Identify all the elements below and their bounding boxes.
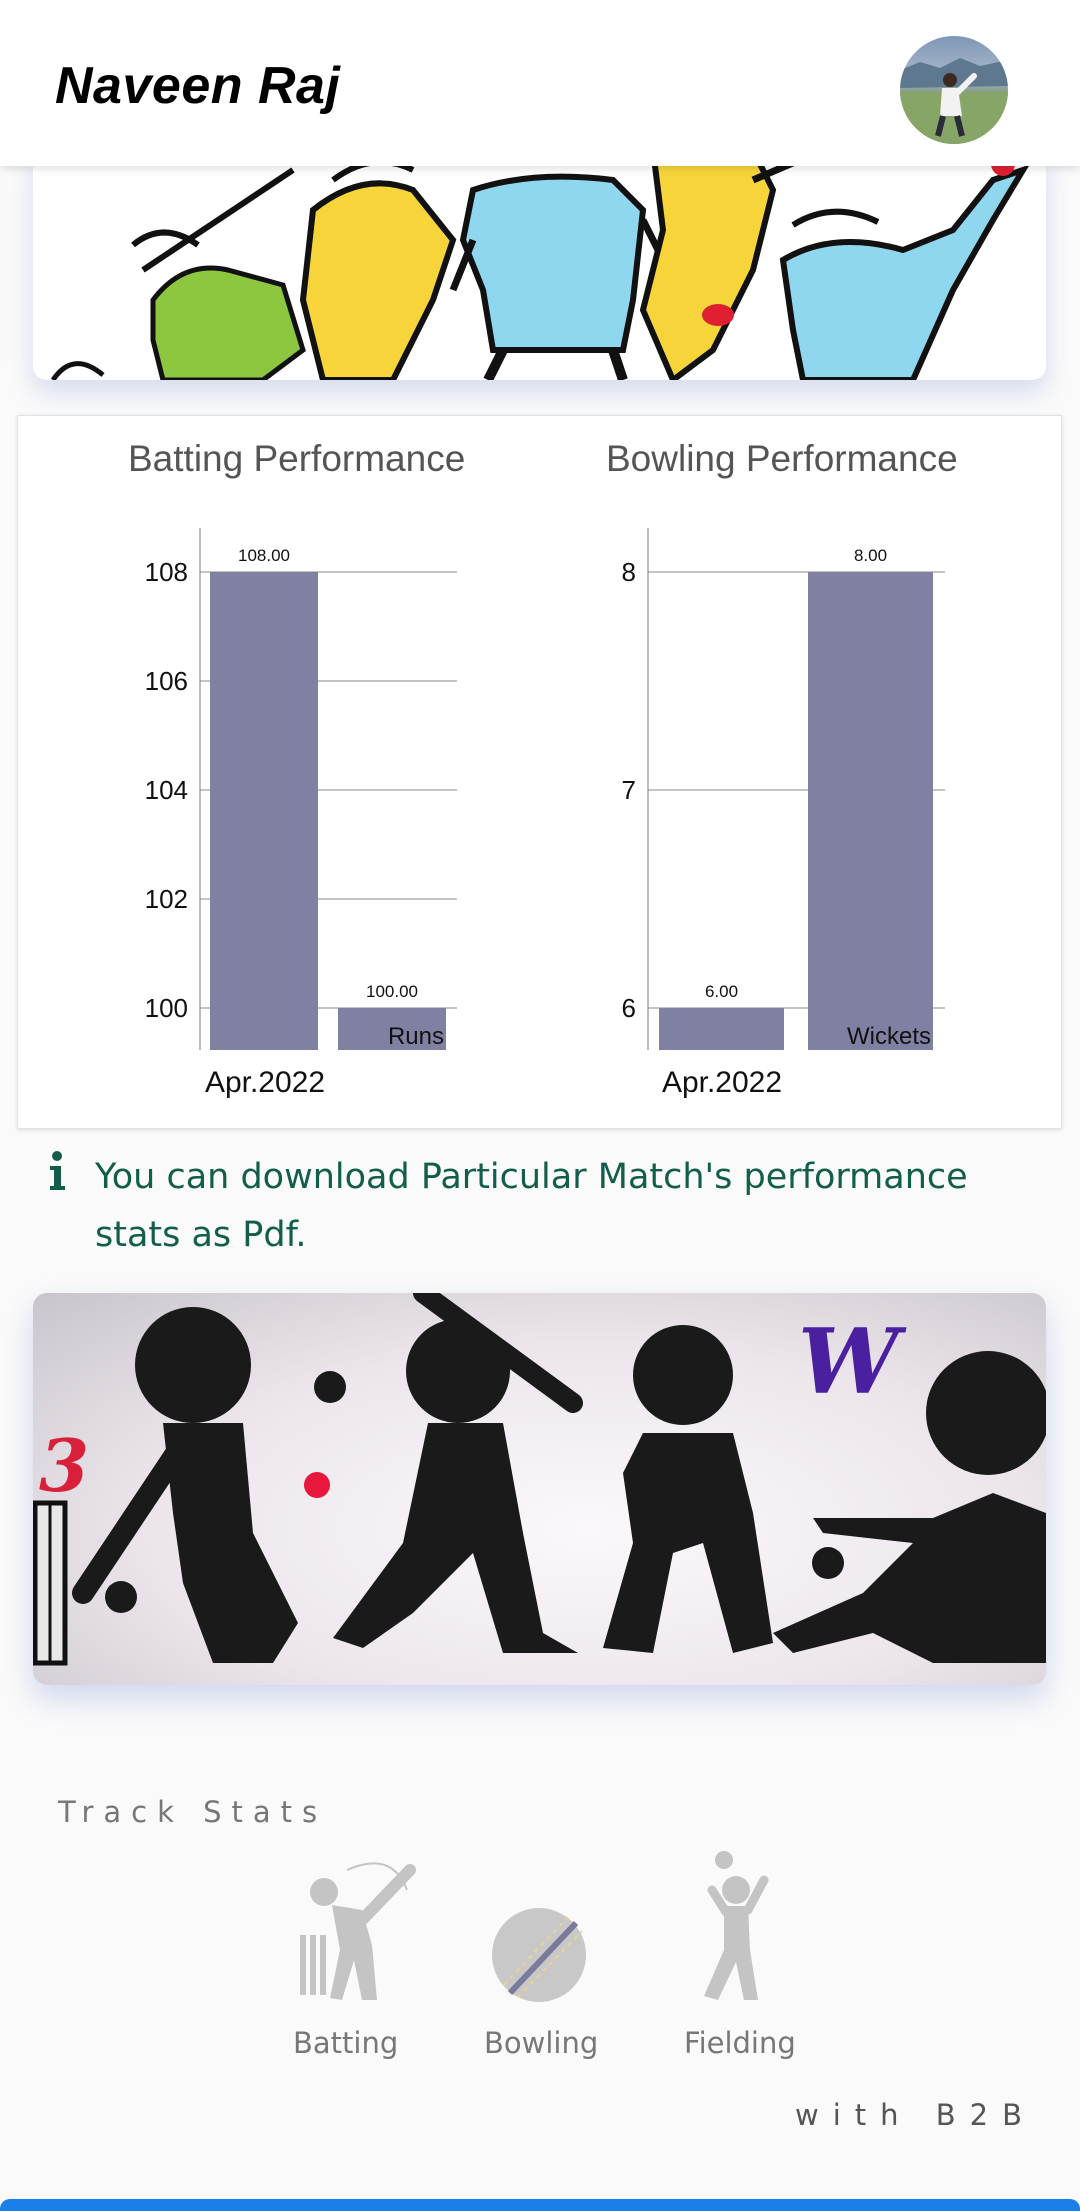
y-tick-label: 7 [622, 775, 636, 805]
x-axis-label: Apr.2022 [205, 1066, 325, 1099]
y-tick-label: 8 [622, 557, 636, 587]
bar-value-label: 108.00 [238, 546, 290, 565]
bar-value-label: 8.00 [854, 546, 887, 565]
y-tick-label: 100 [145, 993, 188, 1023]
info-icon [50, 1151, 65, 1190]
bar [210, 572, 318, 1050]
badge-number: 3 [39, 1423, 89, 1508]
user-name: Naveen Raj [55, 57, 341, 115]
batting-stat-item[interactable] [292, 1850, 422, 2010]
y-tick-label: 108 [145, 557, 188, 587]
bowling-label[interactable]: Bowling [484, 2026, 599, 2060]
y-tick-label: 106 [145, 666, 188, 696]
top-banner-illustration [33, 150, 1046, 380]
app-header: Naveen Raj [0, 0, 1080, 166]
bar [808, 572, 933, 1050]
cricket-silhouette-banner: 3 W [33, 1293, 1046, 1685]
bowling-bar-chart: 6 7 8 6.00 8.00 Wickets Apr.2022 [622, 528, 945, 1099]
pdf-download-info: You can download Particular Match's perf… [95, 1157, 968, 1255]
bar [659, 1008, 784, 1050]
badge-letter: W [798, 1309, 907, 1415]
bar-value-label: 6.00 [705, 982, 738, 1001]
bar-category-label: Runs [388, 1023, 444, 1050]
batting-bar-chart: 100 102 104 106 108 108.00 100.00 Runs Apr.2022 [145, 528, 457, 1099]
y-tick-label: 104 [145, 775, 188, 805]
bar [338, 1008, 446, 1050]
fielding-stat-item[interactable] [680, 1850, 780, 2010]
bowling-icon [492, 1908, 586, 2002]
fielding-icon [704, 1851, 769, 2000]
with-b2b-text: with B2B [795, 2098, 1036, 2132]
fielding-label[interactable]: Fielding [684, 2026, 796, 2060]
batting-icon [300, 1862, 416, 2000]
batting-chart-title: Batting Performance [128, 438, 466, 479]
y-tick-label: 6 [622, 993, 636, 1023]
y-tick-label: 102 [145, 884, 188, 914]
profile-avatar[interactable] [900, 36, 1008, 144]
track-stats-title: Track Stats [58, 1795, 328, 1829]
x-axis-label: Apr.2022 [662, 1066, 782, 1099]
bottom-accent-bar [0, 2199, 1080, 2211]
bowling-chart-title: Bowling Performance [606, 438, 958, 479]
performance-charts-card: Batting Performance Bowling Performance … [17, 415, 1062, 1129]
bar-category-label: Wickets [847, 1023, 931, 1050]
bowling-stat-item[interactable] [490, 1905, 590, 2005]
bar-value-label: 100.00 [366, 982, 418, 1001]
batting-label[interactable]: Batting [293, 2026, 399, 2060]
